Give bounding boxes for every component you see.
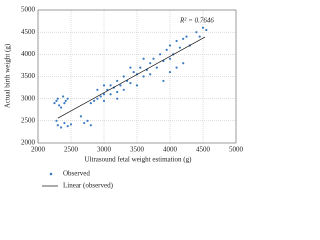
y-tick-label: 2500 <box>21 116 36 124</box>
y-axis-label: Actual birth weight (g) <box>4 43 12 108</box>
annotation: R² = 0.7646 <box>179 17 214 25</box>
scatter-point <box>116 79 119 83</box>
y-tick-label: 4000 <box>21 50 36 58</box>
legend-label: Linear (observed) <box>63 182 114 190</box>
legend-label: Observed <box>63 170 90 178</box>
x-tick-label: 2000 <box>31 146 46 154</box>
scatter-point <box>64 99 67 102</box>
scatter-point <box>116 97 119 100</box>
scatter-point <box>102 93 106 96</box>
scatter-point <box>122 88 125 91</box>
scatter-point <box>129 66 132 69</box>
scatter-point <box>86 119 89 122</box>
scatter-point <box>149 73 152 76</box>
scatter-point <box>168 57 172 60</box>
x-tick-label: 3500 <box>130 146 145 154</box>
scatter-point <box>66 97 69 100</box>
scatter-point <box>142 75 145 78</box>
scatter-point <box>83 121 86 125</box>
scatter-point <box>185 35 188 38</box>
scatter-point <box>55 99 58 102</box>
x-tick-label: 4500 <box>196 146 211 154</box>
scatter-point <box>55 119 58 122</box>
scatter-point <box>89 124 92 127</box>
scatter-point <box>122 75 125 78</box>
scatter-point <box>139 66 142 69</box>
scatter-point <box>149 62 152 65</box>
scatter-point <box>63 102 66 105</box>
scatter-point <box>132 70 135 74</box>
scatter-point <box>116 90 119 94</box>
scatter-point <box>56 124 59 127</box>
plot-frame <box>37 9 237 144</box>
scatter-point <box>109 84 112 87</box>
scatter-point <box>89 102 92 105</box>
scatter-point <box>119 84 122 87</box>
scatter-point <box>79 115 82 118</box>
scatter-point <box>99 95 102 98</box>
x-tick-label: 3000 <box>97 146 112 154</box>
scatter-point <box>162 79 165 83</box>
scatter-point <box>175 66 178 69</box>
scatter-point <box>165 48 168 52</box>
x-tick-label: 5000 <box>229 146 244 154</box>
scatter-point <box>182 62 185 65</box>
y-tick-label: 2000 <box>21 139 36 147</box>
scatter-point <box>109 93 112 96</box>
scatter-point <box>63 121 66 125</box>
scatter-point <box>168 70 172 74</box>
scatter-point <box>60 126 63 129</box>
scatter-point <box>96 97 99 100</box>
scatter-point <box>69 123 73 126</box>
scatter-point <box>60 106 63 109</box>
scatter-point <box>175 39 178 43</box>
scatter-point <box>66 125 69 128</box>
scatter-point <box>205 28 208 32</box>
scatter-point <box>182 37 185 40</box>
scatter-point <box>198 35 201 38</box>
scatter-point <box>102 99 106 102</box>
scatter-point <box>93 99 96 102</box>
y-tick-label: 4500 <box>21 28 36 36</box>
chart: Ultrasound fetal weight estimation (g) A… <box>4 6 244 190</box>
y-tick-label: 3500 <box>21 72 36 80</box>
x-axis-label: Ultrasound fetal weight estimation (g) <box>85 156 193 164</box>
trend-line <box>57 36 206 119</box>
scatter-point <box>168 44 172 47</box>
scatter-point <box>178 46 181 49</box>
scatter-point <box>135 84 139 87</box>
scatter-point <box>96 88 99 91</box>
scatter-point <box>61 95 65 98</box>
x-tick-label: 2500 <box>64 146 79 154</box>
scatter-point <box>53 102 56 105</box>
y-tick-label: 3000 <box>21 94 36 102</box>
scatter-point <box>152 57 155 60</box>
scatter-point <box>129 82 132 85</box>
scatter-point <box>56 97 59 100</box>
scatter-point <box>102 84 106 87</box>
x-tick-label: 4000 <box>163 146 178 154</box>
y-tick-label: 5000 <box>21 6 36 14</box>
scatter-point <box>155 66 158 69</box>
scatter-point <box>142 57 145 60</box>
scatter-point <box>159 53 162 56</box>
legend-swatch <box>49 172 53 176</box>
scatter-point <box>58 104 61 107</box>
scatter-point <box>195 31 198 34</box>
scatter-point <box>201 26 205 29</box>
